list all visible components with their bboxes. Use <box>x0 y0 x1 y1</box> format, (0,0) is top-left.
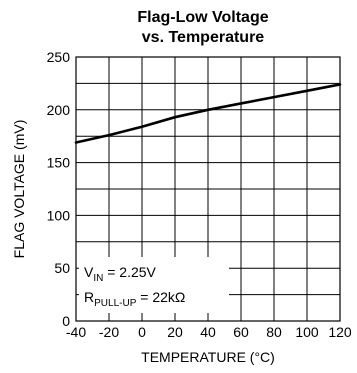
y-tick-label: 200 <box>47 102 71 118</box>
x-tick-label: 0 <box>138 324 146 340</box>
x-tick-label: 100 <box>295 324 319 340</box>
x-axis-label: TEMPERATURE (°C) <box>141 349 275 365</box>
y-tick-label: 50 <box>54 260 70 276</box>
x-tick-label: 120 <box>328 324 352 340</box>
y-tick-label: 0 <box>62 313 70 329</box>
y-tick-label: 250 <box>47 49 71 65</box>
x-tick-label: 80 <box>266 324 282 340</box>
x-tick-label: -20 <box>99 324 119 340</box>
annotation-rpullup: RPULL-UP = 22kΩ <box>84 289 185 309</box>
y-axis-label: FLAG VOLTAGE (mV) <box>11 120 27 259</box>
chart-title-line-2: vs. Temperature <box>142 29 265 46</box>
y-tick-labels: 0 50 100 150 200 250 <box>47 49 71 329</box>
annotation-background <box>79 257 229 313</box>
x-tick-label: 20 <box>167 324 183 340</box>
chart-title-line-1: Flag-Low Voltage <box>137 9 268 26</box>
series-flag-voltage-line <box>74 83 342 144</box>
annotation-vin: VIN = 2.25V <box>84 264 157 284</box>
x-tick-label: 40 <box>200 324 216 340</box>
y-tick-label: 150 <box>47 155 71 171</box>
plot-frame <box>75 56 341 322</box>
x-tick-label: -40 <box>66 324 86 340</box>
x-tick-label: 60 <box>233 324 249 340</box>
y-tick-label: 100 <box>47 207 71 223</box>
x-tick-labels: -40 -20 0 20 40 60 80 100 120 <box>66 324 352 340</box>
